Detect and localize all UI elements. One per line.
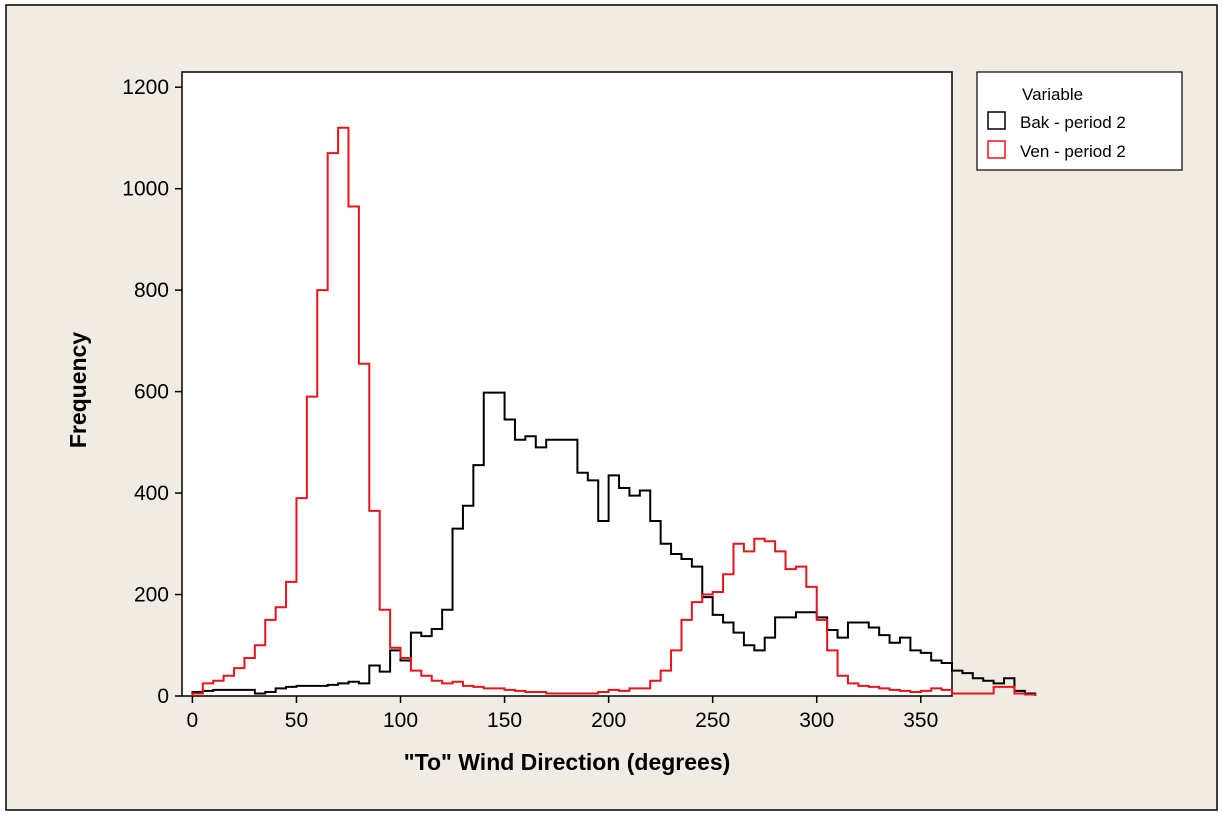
x-tick-label: 150 [487, 709, 522, 732]
x-tick-label: 50 [285, 709, 308, 732]
y-tick-label: 600 [134, 381, 169, 404]
series-line-0 [191, 391, 1037, 696]
plot-area [181, 71, 953, 697]
y-tick-label: 1200 [122, 76, 169, 99]
series-line-1 [191, 126, 1037, 696]
y-tick-label: 800 [134, 279, 169, 302]
y-tick-label: 1000 [122, 178, 169, 201]
y-axis-label: Frequency [65, 332, 91, 449]
legend-title: Variable [1022, 85, 1083, 104]
y-tick-label: 200 [134, 584, 169, 607]
x-tick-label: 350 [903, 709, 938, 732]
axis-layer: 0 50 100 150 200 250 300 350 0 200 400 600 800 1000 12… [122, 76, 938, 732]
x-tick-label: 0 [187, 709, 199, 732]
series-layer [191, 126, 1037, 696]
x-tick-label: 100 [383, 709, 418, 732]
legend-box [976, 71, 1183, 171]
legend: Variable Bak - period 2 Ven - period 2 [976, 71, 1183, 171]
x-tick-label: 300 [799, 709, 834, 732]
legend-entry-ven: Ven - period 2 [1020, 142, 1126, 161]
x-tick-label: 250 [695, 709, 730, 732]
legend-swatch-bak [987, 111, 1006, 130]
y-tick-label: 400 [134, 482, 169, 505]
legend-entry-bak: Bak - period 2 [1020, 113, 1126, 132]
legend-swatch-ven [987, 140, 1006, 159]
x-tick-label: 200 [591, 709, 626, 732]
y-tick-label: 0 [157, 685, 169, 708]
x-axis-label: "To" Wind Direction (degrees) [404, 749, 731, 775]
